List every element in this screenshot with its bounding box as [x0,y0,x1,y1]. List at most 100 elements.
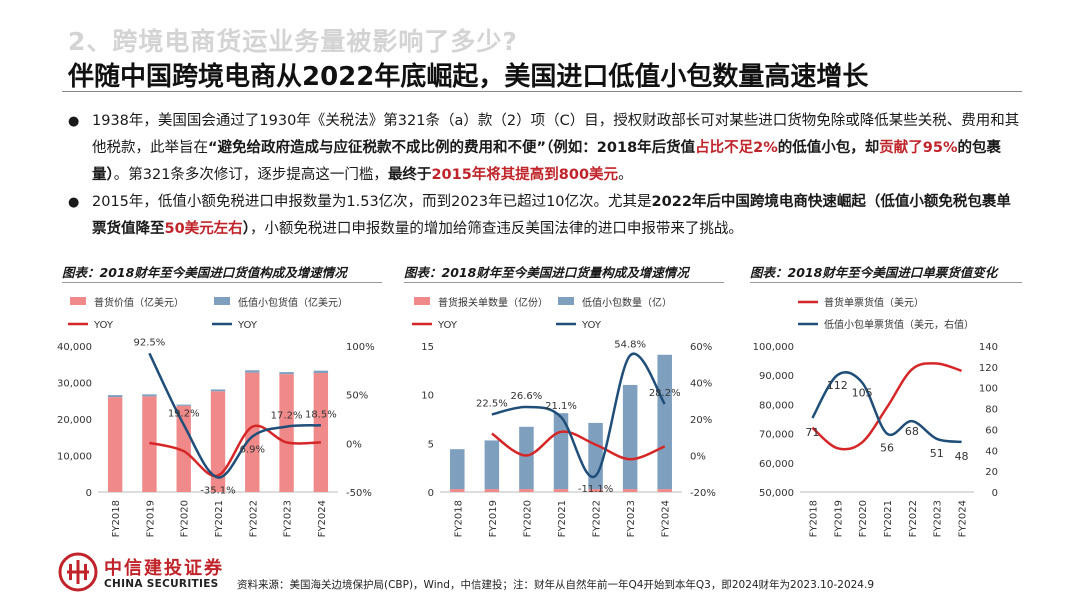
x-tick-label: FY2018 [453,500,464,537]
bullet-dot-icon: ● [68,195,80,210]
yoy-line-navy [148,352,321,479]
x-tick-label: FY2022 [248,500,259,537]
data-label: 28.2% [649,388,681,399]
chart-unit-value: 普货单票货值（美元） 低值小包单票货值（美元，右值） 50,000 60,000 70,… [753,296,998,537]
china-securities-logo [58,552,98,592]
data-label: -35.1% [200,485,235,496]
y2-tick-label: 0% [346,439,362,450]
bullet1-highlight-volume: 贡献了95% [879,140,958,156]
bullet1-text-11: 。 [618,167,633,183]
chart3-title: 图表：2018财年至今美国进口单票货值变化 [750,265,998,280]
x-tick-label: FY2024 [317,500,328,537]
y-tick-label: 0 [428,488,434,499]
bullet1-text-3: （例如：2018年后货值 [546,140,696,156]
y2-tick-label: 60 [985,425,998,436]
data-label: 17.2% [271,411,303,422]
y2-tick-label: 100% [346,342,375,353]
x-tick-label: FY2019 [488,500,499,537]
bar-1 [657,489,672,492]
source-note: 资料来源：美国海关边境保护局(CBP)，Wind，中信建投；注：财年从自然年前一… [237,579,875,591]
legend-series-1-label: 普货报关单数量（亿份） [438,296,548,309]
x-tick-label: FY2022 [908,500,919,537]
x-tick-label: FY2023 [626,500,637,537]
y2-tick-label: 60% [690,342,712,353]
bullet1-text-5: 的低值小包，却 [777,140,880,156]
bar-2 [313,370,329,374]
chart2-title-rule [404,282,724,283]
x-tick-label: FY2019 [833,500,844,537]
y2-tick-label: 80 [985,405,998,416]
bullet1-quote: “避免给政府造成与应征税款不成比例的费用和不便” [208,140,547,156]
bullet1-highlight-threshold: 2015年将其提高到800美元 [431,167,619,183]
x-tick-label: FY2020 [858,500,869,537]
bullet1-text-1: 1938年，美国国会通过了1930年《关税法》第321条（a）款（2）项（C）目… [92,113,1020,156]
general-unit-value-line [811,362,962,451]
data-label: 92.5% [134,337,166,348]
y2-tick-label: 20% [690,415,712,426]
legend-yoy-navy-label: YOY [581,320,602,331]
data-label: 112 [827,379,848,392]
yoy-line-navy [491,352,666,479]
x-tick-label: FY2024 [661,500,672,537]
bullet1-text-7: 的包裹量） [92,140,1002,183]
logo-chinese-name: 中信建投证券 [104,558,224,579]
y-tick-label: 10,000 [57,452,92,463]
data-label: 18.5% [305,409,337,420]
legend-series-2-label: 低值小包货值（亿美元） [238,296,348,309]
y2-tick-label: 140 [979,342,998,353]
chart-import-volume: 普货报关单数量（亿份） 低值小包数量（亿） YOY YOY 0 5 10 15 -20% 0% 20… [412,296,716,537]
y-tick-label: 20,000 [57,415,92,426]
logo-english-name: CHINA SECURITIES [104,578,219,590]
x-tick-label: FY2021 [214,500,225,537]
bar-1 [588,489,603,492]
bullet1-text-8: 。第321条多次修订，逐步提高这一门槛， [113,167,388,183]
bar-2 [107,395,123,398]
bullet-list: ● 1938年，美国国会通过了1930年《关税法》第321条（a）款（2）项（C… [64,108,1024,243]
chart1-title: 图表：2018财年至今美国进口货值构成及增速情况 [62,265,347,280]
bar-1 [210,391,226,492]
y2-tick-label: -50% [346,488,372,499]
bar-2 [484,440,500,490]
x-tick-label: FY2018 [111,500,122,537]
bar-2 [210,389,226,392]
data-label: 54.8% [614,339,646,350]
y2-tick-label: 50% [346,391,368,402]
yoy-line-red [491,430,666,461]
x-tick-label: FY2023 [283,500,294,537]
chart2-title: 图表：2018财年至今美国进口货量构成及增速情况 [404,265,689,280]
x-tick-label: FY2023 [933,500,944,537]
data-label: 51 [930,447,944,460]
bar-1 [279,374,294,492]
y-tick-label: 30,000 [57,379,92,390]
legend-series-1-swatch [414,297,430,305]
bullet2-bold: 2022年后中国跨境电商快速崛起（低值小额免税包裹单票货值降至 [92,194,1011,237]
y2-tick-label: 40% [690,379,712,390]
legend-series-2-swatch [558,297,574,305]
y-tick-label: 70,000 [759,430,794,441]
bar-2 [519,426,534,490]
y-tick-label: 50,000 [759,488,794,499]
bar-1 [176,405,191,492]
y-tick-label: 15 [421,342,434,353]
bar-1 [245,372,260,492]
bar-1 [484,489,500,492]
chart3-title-rule [750,282,1022,283]
chart1-title-rule [62,282,382,283]
bar-1 [622,489,638,492]
x-tick-label: FY2021 [883,500,894,537]
legend-yoy-navy-label: YOY [237,320,258,331]
y2-tick-label: 120 [979,363,998,374]
data-label: -11.1% [578,484,613,495]
x-tick-label: FY2020 [180,500,191,537]
page-title: 伴随中国跨境电商从2022年底崛起，美国进口低值小包数量高速增长 [68,62,869,92]
bar-1 [107,397,123,492]
y-tick-label: 10 [421,391,434,402]
x-tick-label: FY2020 [522,500,533,537]
y2-tick-label: 0 [992,488,998,499]
bar-2 [279,372,294,375]
x-tick-label: FY2018 [808,500,819,537]
bar-2 [245,370,260,373]
title-divider [62,91,1022,92]
low-value-unit-value-line [811,371,962,444]
chart-import-value: 普货价值（亿美元） 低值小包货值（亿美元） YOY YOY 0 10,000 20,000 3… [57,296,375,537]
